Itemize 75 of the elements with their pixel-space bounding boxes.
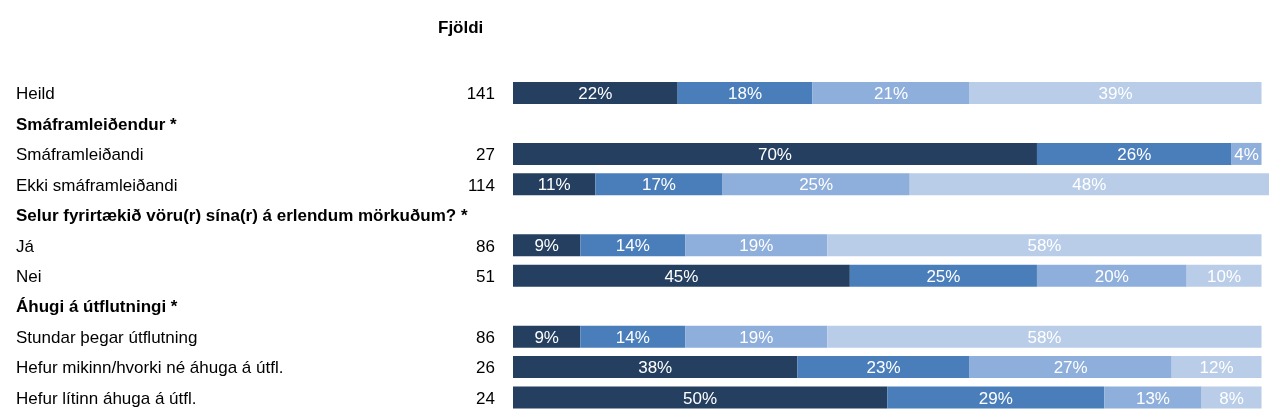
bar xyxy=(580,325,686,348)
y-tick-label: Smáframleiðandi xyxy=(16,145,144,165)
y-tick-label: Ekki smáframleiðandi xyxy=(16,175,178,195)
bar xyxy=(685,325,828,348)
bar xyxy=(1036,142,1232,165)
data-label: 29% xyxy=(978,388,1013,408)
text: 86 xyxy=(476,236,495,256)
bar xyxy=(812,82,970,104)
text: 114 xyxy=(467,175,495,195)
text: 86 xyxy=(476,327,495,347)
data-label: 20% xyxy=(1094,266,1129,286)
text: 141 xyxy=(466,84,495,104)
data-label: 58% xyxy=(1027,327,1062,347)
bar xyxy=(797,356,970,379)
data-label: 50% xyxy=(683,388,718,408)
y-tick-label: Smáframleiðendur * xyxy=(16,114,177,134)
data-label: 26% xyxy=(1117,144,1152,164)
bar xyxy=(513,82,678,104)
data-label: 48% xyxy=(1072,175,1107,195)
data-label: 10% xyxy=(1207,266,1242,286)
bar xyxy=(677,82,813,104)
bar xyxy=(1104,386,1202,409)
data-label: 8% xyxy=(1219,388,1244,408)
data-label: 13% xyxy=(1135,388,1170,408)
data-label: 11% xyxy=(537,175,571,195)
data-label: 25% xyxy=(926,266,961,286)
data-label: 17% xyxy=(641,175,676,195)
y-tick-label: Stundar þegar útflutning xyxy=(16,327,198,347)
y-tick-label: Selur fyrirtækið vöru(r) sína(r) á erlendum mörkuðum? * xyxy=(16,206,468,226)
bar xyxy=(685,234,828,257)
data-label: 25% xyxy=(799,175,834,195)
data-label: 12% xyxy=(1199,358,1234,378)
data-label: 14% xyxy=(615,236,650,256)
data-label: 70% xyxy=(757,144,792,164)
bar xyxy=(722,173,910,196)
y-tick-label: Áhugi á útflutningi * xyxy=(16,297,178,317)
text: 26 xyxy=(476,358,495,378)
data-label: 58% xyxy=(1027,236,1062,256)
bar xyxy=(849,264,1037,287)
y-tick-label: Nei xyxy=(16,266,42,286)
y-tick-label: Já xyxy=(16,236,35,256)
bar xyxy=(969,356,1172,379)
data-label: 21% xyxy=(873,84,909,103)
bar xyxy=(513,386,888,409)
data-label: 4% xyxy=(1234,144,1259,164)
data-label: 27% xyxy=(1053,358,1088,378)
data-label: 38% xyxy=(638,358,673,378)
text: Fjöldi xyxy=(438,18,484,38)
data-label: 45% xyxy=(664,266,699,286)
data-label: 23% xyxy=(866,358,901,378)
bar xyxy=(909,173,1269,196)
bar xyxy=(827,325,1262,348)
data-label: 19% xyxy=(739,236,774,256)
text: 51 xyxy=(476,266,495,286)
bar xyxy=(1036,264,1187,287)
bar xyxy=(513,142,1037,165)
bar xyxy=(969,82,1262,104)
data-label: 9% xyxy=(534,327,559,347)
y-tick-label: Hefur mikinn/hvorki né áhuga á útfl. xyxy=(16,358,284,378)
bar xyxy=(595,173,723,196)
bar xyxy=(887,386,1105,409)
data-label: 9% xyxy=(534,236,559,256)
bar xyxy=(513,356,798,379)
data-label: 14% xyxy=(615,327,650,347)
bar xyxy=(513,264,850,287)
bar xyxy=(827,234,1262,257)
data-label: 18% xyxy=(728,84,763,103)
text: 27 xyxy=(476,145,495,165)
bar xyxy=(580,234,686,257)
y-tick-label: Heild xyxy=(16,84,55,104)
data-label: 39% xyxy=(1098,84,1133,103)
y-tick-label: Hefur lítinn áhuga á útfl. xyxy=(16,388,197,408)
data-label: 19% xyxy=(739,327,774,347)
text: 24 xyxy=(476,388,495,408)
data-label: 22% xyxy=(578,84,613,103)
